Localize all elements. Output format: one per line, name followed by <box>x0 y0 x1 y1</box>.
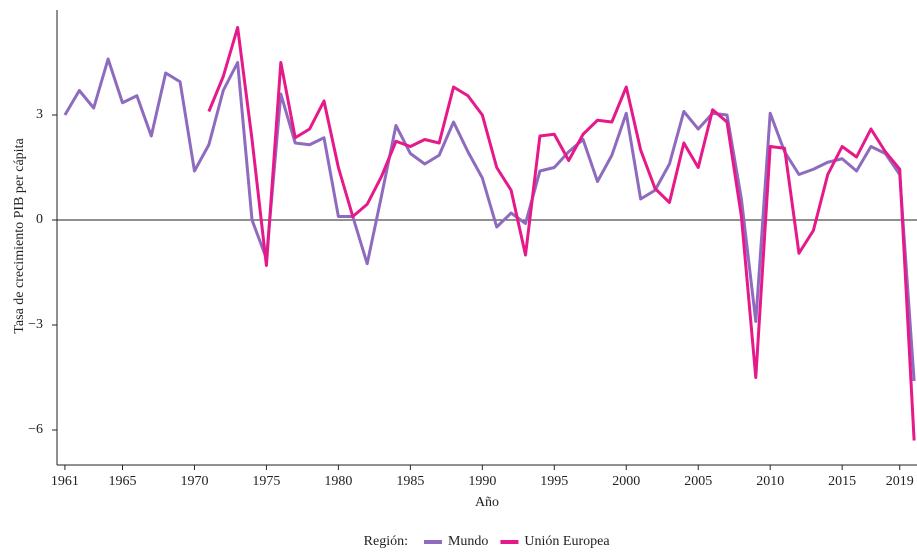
x-axis-label: Año <box>475 495 499 510</box>
series-line <box>207 26 916 441</box>
x-tick-label: 2019 <box>886 474 914 489</box>
legend-title: Región: <box>364 534 408 549</box>
y-tick-label: −6 <box>28 422 43 437</box>
legend-label: Mundo <box>448 534 488 549</box>
x-tick-label: 2000 <box>612 474 640 489</box>
x-tick-label: 1965 <box>108 474 136 489</box>
x-tick-label: 1985 <box>396 474 424 489</box>
x-tick-label: 1970 <box>180 474 208 489</box>
x-tick-label: 2010 <box>756 474 784 489</box>
y-axis-label: Tasa de crecimiento PIB per cápita <box>12 138 27 334</box>
y-tick-label: 0 <box>36 212 43 227</box>
x-tick-label: 1975 <box>252 474 280 489</box>
x-tick-label: 1990 <box>468 474 496 489</box>
y-tick-label: 3 <box>36 107 43 122</box>
x-tick-label: 1995 <box>540 474 568 489</box>
x-tick-label: 2015 <box>828 474 856 489</box>
x-tick-label: 1980 <box>324 474 352 489</box>
legend: Región: Mundo Unión Europea <box>364 534 611 549</box>
legend-label: Unión Europea <box>524 534 610 549</box>
x-tick-label: 2005 <box>684 474 712 489</box>
x-tick-label: 1961 <box>51 474 79 489</box>
y-tick-label: −3 <box>28 317 43 332</box>
series-line <box>63 57 916 382</box>
